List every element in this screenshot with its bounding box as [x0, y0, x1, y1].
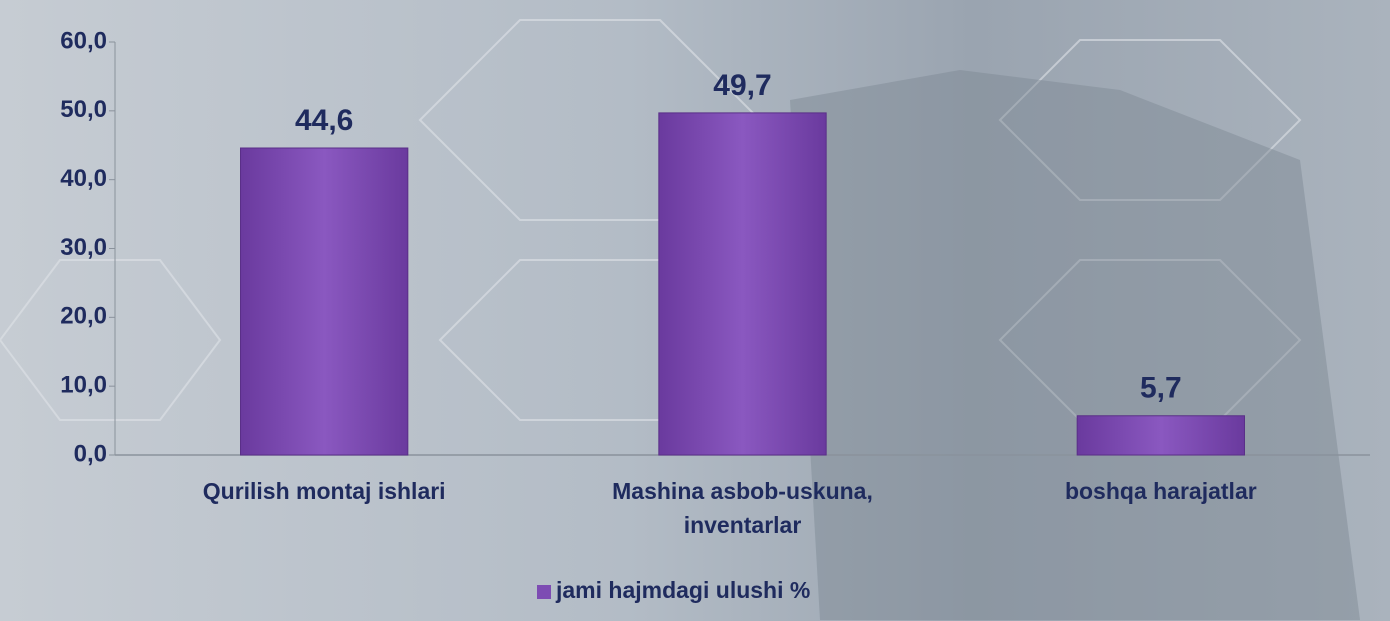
bar: [659, 113, 826, 455]
y-tick-label: 50,0: [60, 96, 107, 123]
value-label: 49,7: [713, 69, 771, 102]
bar: [1077, 416, 1244, 455]
x-tick-label: boshqa harajatlar: [1065, 478, 1257, 504]
value-label: 5,7: [1140, 372, 1182, 405]
y-tick-label: 20,0: [60, 303, 107, 330]
chart: 0,0 10,0 20,0 30,0 40,0 50,0 60,0 Qurilish mont…: [0, 0, 1390, 621]
decor-figure: [790, 70, 1360, 620]
bar: [241, 148, 408, 455]
y-tick-label: 60,0: [60, 27, 107, 54]
legend-swatch: [537, 585, 551, 599]
y-tick-label: 30,0: [60, 234, 107, 261]
legend-label: jami hajmdagi ulushi %: [555, 577, 810, 603]
y-tick-label: 0,0: [74, 440, 107, 467]
y-tick-label: 10,0: [60, 372, 107, 399]
x-tick-label: Qurilish montaj ishlari: [203, 478, 446, 504]
value-label: 44,6: [295, 104, 353, 137]
y-tick-label: 40,0: [60, 165, 107, 192]
